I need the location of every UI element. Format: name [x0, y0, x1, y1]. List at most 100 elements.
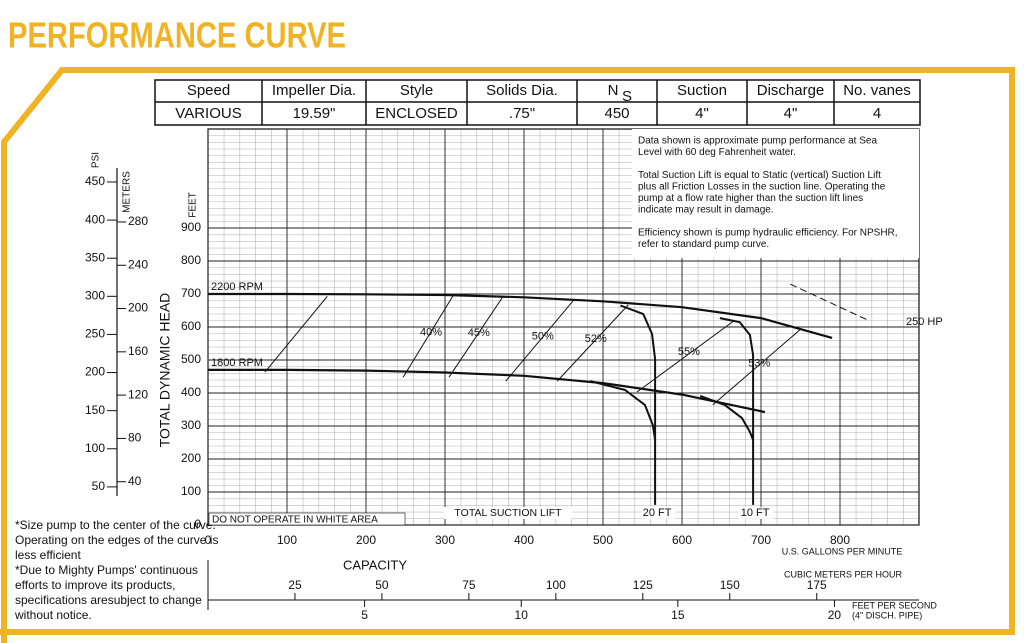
x-tick-label: 600	[672, 533, 692, 547]
curve	[208, 368, 766, 414]
y-tick-label: 600	[181, 319, 201, 333]
x-tick-label: 0	[205, 533, 212, 547]
curve	[556, 304, 629, 382]
curve-label: 2200 RPM	[211, 281, 263, 293]
y-tick-label: 800	[181, 253, 201, 267]
y-axis-title: TOTAL DYNAMIC HEAD	[157, 293, 173, 448]
m3h-tick-label: 100	[546, 578, 566, 592]
y-tick-label: 500	[181, 352, 201, 366]
y-tick-label: 0	[194, 517, 201, 531]
note-line: pump at a flow rate higher than the suct…	[638, 193, 863, 204]
psi-tick-label: 400	[85, 212, 105, 226]
curve	[789, 283, 871, 322]
x-unit-label: U.S. GALLONS PER MINUTE	[782, 546, 903, 556]
warning-label: DO NOT OPERATE IN WHITE AREA	[212, 515, 378, 526]
x-tick-label: 400	[514, 533, 534, 547]
frame	[0, 67, 1015, 643]
psi-tick-label: 50	[92, 479, 106, 493]
curve-label: 50%	[532, 330, 554, 342]
warning-box	[208, 512, 406, 526]
curve	[699, 317, 755, 505]
label-bg	[444, 507, 572, 519]
x-tick-label: 800	[830, 533, 850, 547]
curve-label: 250 HP	[906, 316, 943, 328]
table-cell: VARIOUS	[175, 105, 241, 122]
note-line: Efficiency shown is pump hydraulic effic…	[638, 228, 898, 239]
column-header: Discharge	[757, 82, 825, 99]
curve-label: 55%	[678, 346, 700, 358]
psi-tick-label: 300	[85, 288, 105, 302]
x-tick-label: 100	[277, 533, 297, 547]
x-tick-label: 500	[593, 533, 613, 547]
psi-tick-label: 150	[85, 403, 105, 417]
footnote-line: Operating on the edges of the curve is	[15, 533, 218, 547]
psi-tick-label: 350	[85, 250, 105, 264]
curve	[208, 292, 833, 339]
footnote-line: efforts to improve its products,	[15, 578, 176, 592]
meters-tick-label: 160	[128, 344, 148, 358]
curve-label: 10 FT	[741, 507, 770, 519]
curve	[264, 295, 328, 373]
fps-tick-label: 20	[828, 608, 842, 622]
notes-box	[632, 129, 919, 258]
curve-label: 53%	[748, 357, 770, 369]
fps-tick-label: 5	[361, 608, 368, 622]
note-line: Total Suction Lift is equal to Static (v…	[638, 170, 881, 181]
note-line: indicate may result in damage.	[638, 205, 774, 216]
x-tick-label: 700	[751, 533, 771, 547]
note-line: refer to standard pump curve.	[638, 239, 769, 250]
footnote-line: less efficient	[15, 548, 81, 562]
fps-tick-label: 15	[671, 608, 685, 622]
footnote-line: *Due to Mighty Pumps' continuous	[15, 563, 198, 577]
table-cell: .75"	[509, 105, 535, 122]
fps-label: FEET PER SECOND	[852, 600, 937, 610]
column-header-sub: S	[622, 88, 632, 105]
curve-label: 1800 RPM	[211, 357, 263, 369]
x-axis-title: CAPACITY	[343, 557, 407, 572]
curve	[712, 329, 801, 406]
note-line: Data shown is approximate pump performan…	[638, 136, 877, 147]
fps-tick-label: 10	[515, 608, 529, 622]
footnote-line: specifications aresubject to change	[15, 593, 202, 607]
column-header: N	[608, 82, 619, 99]
x-tick-label: 300	[435, 533, 455, 547]
table-cell: ENCLOSED	[375, 105, 458, 122]
y-tick-label: 200	[181, 451, 201, 465]
meters-tick-label: 280	[128, 214, 148, 228]
y-tick-label: 300	[181, 418, 201, 432]
curve-label: 52%	[585, 333, 607, 345]
m3h-tick-label: 150	[720, 578, 740, 592]
table-cell: 19.59"	[293, 105, 336, 122]
column-header: No. vanes	[843, 82, 911, 99]
curve	[505, 299, 575, 382]
table-cell: 4"	[784, 105, 798, 122]
note-line: Level with 60 deg Fahrenheit water.	[638, 147, 796, 158]
column-header: Solids Dia.	[486, 82, 558, 99]
column-header: Style	[400, 82, 433, 99]
column-header: Speed	[187, 82, 230, 99]
curve	[402, 295, 454, 378]
y-tick-label: 700	[181, 286, 201, 300]
meters-tick-label: 40	[128, 474, 142, 488]
table-cell: 4"	[695, 105, 709, 122]
meters-tick-label: 200	[128, 301, 148, 315]
psi-tick-label: 250	[85, 327, 105, 341]
psi-tick-label: 450	[85, 174, 105, 188]
y-tick-label: 100	[181, 484, 201, 498]
meters-tick-label: 80	[128, 431, 142, 445]
suction-label: TOTAL SUCTION LIFT	[454, 507, 562, 519]
label-bg	[739, 506, 774, 519]
column-header: Suction	[677, 82, 727, 99]
curve	[448, 296, 504, 378]
note-line: plus all Friction Losses in the suction …	[638, 182, 886, 193]
x-tick-label: 200	[356, 533, 376, 547]
curve-label: 40%	[420, 326, 442, 338]
y-unit-label: FEET	[188, 192, 199, 218]
m3h-tick-label: 25	[288, 578, 302, 592]
meters-label: METERS	[122, 171, 133, 213]
psi-tick-label: 200	[85, 365, 105, 379]
footnote-line: without notice.	[14, 608, 92, 622]
y-tick-label: 900	[181, 220, 201, 234]
column-header: Impeller Dia.	[272, 82, 356, 99]
